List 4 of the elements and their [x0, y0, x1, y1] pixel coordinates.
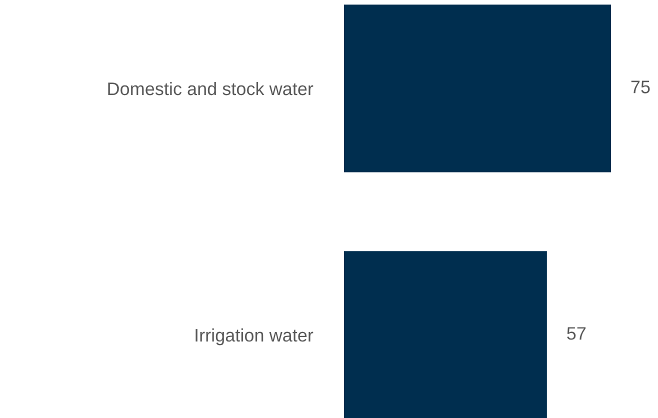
y-tick-label: Irrigation water	[196, 328, 314, 346]
data-label: 75	[631, 80, 650, 94]
data-label: 57	[567, 327, 586, 340]
y-tick-label: Domestic and stock water	[108, 82, 314, 96]
